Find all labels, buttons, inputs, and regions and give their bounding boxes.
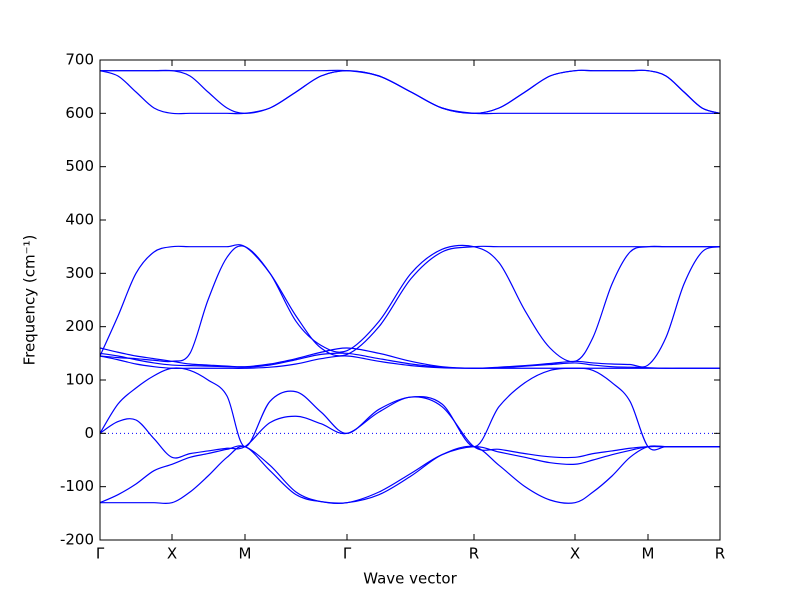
band-line xyxy=(99,246,721,369)
y-tick-label: 500 xyxy=(65,157,94,175)
x-tick-label: R xyxy=(469,545,479,563)
band-line xyxy=(99,355,720,369)
band-line xyxy=(99,244,720,357)
plot-frame xyxy=(99,59,721,541)
band-line xyxy=(99,396,720,459)
y-tick-label: 600 xyxy=(65,104,94,122)
band-line xyxy=(99,352,720,369)
x-tick-label: R xyxy=(715,545,725,563)
band-line xyxy=(99,445,720,505)
band-line xyxy=(99,70,720,115)
y-tick-label: -100 xyxy=(60,477,94,495)
x-tick-label: Γ xyxy=(343,545,352,563)
y-tick-label: 700 xyxy=(65,51,94,69)
y-tick-label: 300 xyxy=(65,264,94,282)
y-tick-label: 100 xyxy=(65,371,94,389)
y-axis-label: Frequency (cm⁻¹) xyxy=(21,235,39,366)
band-line xyxy=(99,445,720,505)
x-tick-label: M xyxy=(642,545,655,563)
band-line xyxy=(100,69,721,114)
band-line xyxy=(99,367,720,451)
y-tick-label: -200 xyxy=(60,531,94,549)
band-line xyxy=(99,244,720,363)
x-axis-label: Wave vector xyxy=(363,570,457,588)
y-tick-label: 0 xyxy=(84,424,94,442)
y-tick-label: 400 xyxy=(65,211,94,229)
x-tick-label: Γ xyxy=(96,545,105,563)
x-tick-label: M xyxy=(239,545,252,563)
y-tick-label: 200 xyxy=(65,317,94,335)
x-tick-label: X xyxy=(570,545,580,563)
x-tick-label: X xyxy=(167,545,177,563)
